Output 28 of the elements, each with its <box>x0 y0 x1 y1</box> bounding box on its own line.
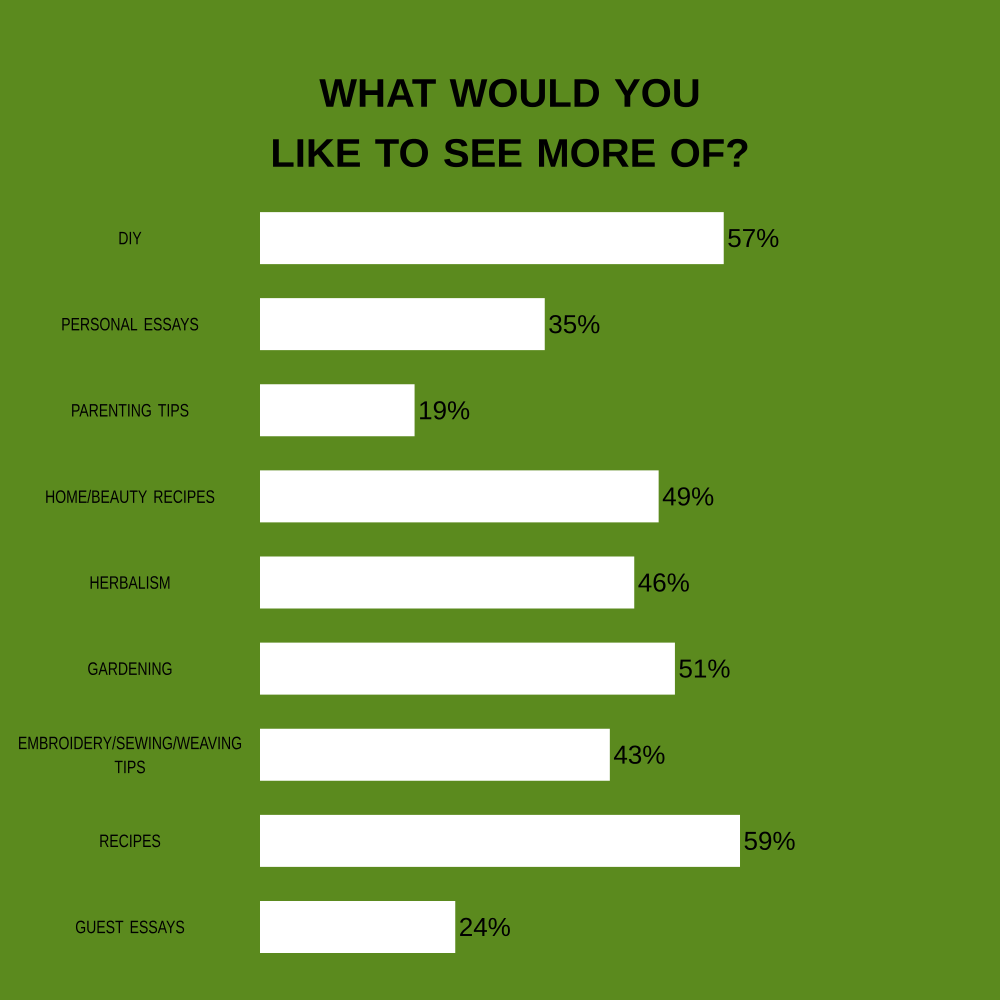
chart-title: WHAT WOULD YOU LIKE TO SEE MORE OF? <box>273 78 748 168</box>
bar <box>260 384 415 436</box>
data-label: 24% <box>460 918 510 936</box>
data-label: 57% <box>728 228 778 248</box>
y-tick-label: PERSONAL ESSAYS <box>62 318 198 331</box>
y-tick-label: HERBALISM <box>90 576 170 589</box>
y-tick-label: PARENTING TIPS <box>72 404 188 417</box>
y-tick-label: EMBROIDERY/SEWING/WEAVING TIPS <box>19 736 242 774</box>
bar <box>260 470 659 522</box>
data-label: 59% <box>744 832 795 850</box>
data-label: 46% <box>638 573 689 592</box>
bar <box>260 556 634 609</box>
y-tick-label: GUEST ESSAYS <box>76 920 184 934</box>
y-tick-label: GARDENING <box>88 662 172 675</box>
data-label: 49% <box>662 487 714 506</box>
y-tick-label: RECIPES <box>100 834 160 848</box>
bar <box>260 728 610 781</box>
data-label: 19% <box>420 401 470 420</box>
y-tick-label: HOME/BEAUTY RECIPES <box>46 490 214 504</box>
data-label: 51% <box>679 659 730 678</box>
y-tick-label: DIY <box>119 232 142 244</box>
bar <box>260 298 545 350</box>
data-label: 43% <box>614 746 664 764</box>
bar <box>260 900 456 953</box>
bar <box>260 642 675 695</box>
data-label: 35% <box>549 314 600 334</box>
bar <box>260 212 724 264</box>
bar <box>260 814 740 867</box>
